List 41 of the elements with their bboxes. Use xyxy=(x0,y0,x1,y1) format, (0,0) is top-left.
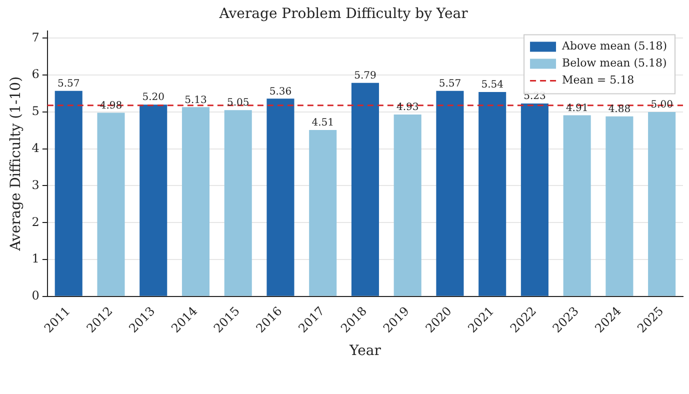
data-label: 4.88 xyxy=(608,104,631,115)
legend-label: Above mean (5.18) xyxy=(561,40,667,53)
y-tick-label: 3 xyxy=(32,178,40,192)
y-tick-label: 5 xyxy=(32,104,40,118)
bar xyxy=(97,112,125,296)
y-tick-label: 7 xyxy=(32,30,40,44)
bar xyxy=(394,114,422,296)
legend-label: Mean = 5.18 xyxy=(562,74,634,87)
bar xyxy=(520,103,548,296)
data-label: 5.54 xyxy=(481,80,504,91)
bar xyxy=(563,115,591,296)
data-label: 5.23 xyxy=(524,91,546,102)
data-label: 5.79 xyxy=(354,70,376,82)
bar xyxy=(54,90,82,296)
data-label: 5.20 xyxy=(142,92,164,104)
data-label: 4.91 xyxy=(566,102,588,114)
bar xyxy=(606,116,634,296)
y-tick-label: 6 xyxy=(32,67,40,82)
data-label: 5.36 xyxy=(269,86,292,98)
data-label: 5.57 xyxy=(57,78,80,90)
data-label: 4.93 xyxy=(396,102,419,114)
bar xyxy=(182,107,210,296)
bar xyxy=(648,112,676,296)
bar xyxy=(436,90,464,296)
y-tick-label: 2 xyxy=(32,214,40,229)
chart-title: Average Problem Difficulty by Year xyxy=(218,6,468,22)
bar xyxy=(266,98,294,296)
y-tick-label: 4 xyxy=(32,140,40,155)
data-label: 4.51 xyxy=(312,118,334,129)
x-axis-title: Year xyxy=(348,343,382,360)
bar xyxy=(478,92,506,296)
y-tick-label: 0 xyxy=(32,288,40,303)
y-axis-title: Average Difficulty (1-10) xyxy=(8,76,24,252)
bar xyxy=(224,110,252,296)
data-label: 5.57 xyxy=(438,78,462,90)
data-label: 5.13 xyxy=(184,94,207,106)
y-tick-label: 1 xyxy=(32,252,40,266)
bar xyxy=(309,130,337,296)
bar xyxy=(140,104,168,296)
bar xyxy=(351,82,379,296)
legend-label: Below mean (5.18) xyxy=(562,56,667,70)
